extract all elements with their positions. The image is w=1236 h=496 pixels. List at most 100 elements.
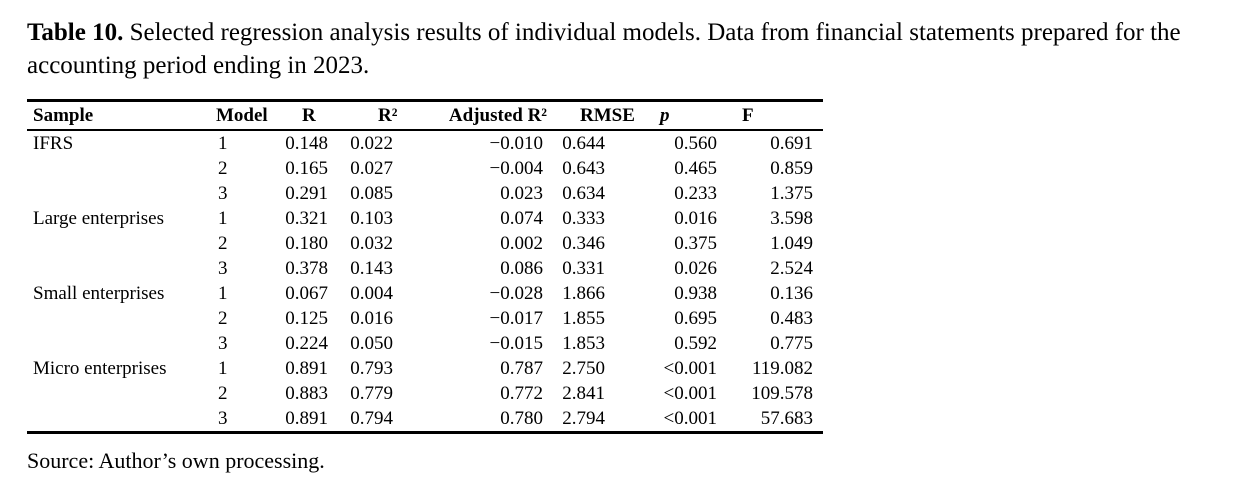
source-note: Source: Author’s own processing. bbox=[27, 447, 325, 473]
cell-sample: Small enterprises bbox=[33, 282, 165, 304]
cell-p: 0.938 bbox=[674, 282, 717, 304]
cell-model: 2 bbox=[218, 157, 228, 179]
cell-r: 0.180 bbox=[285, 232, 328, 254]
cell-rmse: 1.855 bbox=[562, 307, 605, 329]
cell-rmse: 0.643 bbox=[562, 157, 605, 179]
cell-r: 0.378 bbox=[285, 257, 328, 279]
cell-r: 0.891 bbox=[285, 407, 328, 429]
cell-rmse: 2.841 bbox=[562, 382, 605, 404]
cell-adj_r2: 0.772 bbox=[500, 382, 543, 404]
cell-f: 0.136 bbox=[770, 282, 813, 304]
cell-sample bbox=[27, 406, 210, 433]
cell-adj_r2: −0.010 bbox=[489, 132, 543, 154]
cell-r2: 0.050 bbox=[350, 332, 393, 354]
cell-p: 0.592 bbox=[674, 332, 717, 354]
cell-sample bbox=[27, 256, 210, 281]
table-caption-text: Selected regression analysis results of … bbox=[27, 19, 1181, 79]
cell-model: 2 bbox=[218, 307, 228, 329]
cell-p: 0.695 bbox=[674, 307, 717, 329]
regression-results-table: Sample Model R R² Adjusted R² RMSE p F IFRS 1 0.1… bbox=[27, 99, 823, 434]
table-row: 2 0.165 0.027 −0.004 0.643 0.465 0.859 bbox=[27, 156, 823, 181]
cell-sample bbox=[27, 381, 210, 406]
cell-rmse: 0.634 bbox=[562, 182, 605, 204]
table-row: Small enterprises 1 0.067 0.004 −0.028 1.866 0… bbox=[27, 281, 823, 306]
cell-model: 3 bbox=[218, 182, 228, 204]
col-header-sample: Sample bbox=[33, 104, 94, 126]
cell-adj_r2: 0.002 bbox=[500, 232, 543, 254]
cell-adj_r2: −0.004 bbox=[489, 157, 543, 179]
table-row: IFRS 1 0.148 0.022 −0.010 0.644 0.560 0.691 bbox=[27, 130, 823, 156]
cell-sample bbox=[27, 306, 210, 331]
cell-p: <0.001 bbox=[663, 382, 717, 404]
table-row: 3 0.378 0.143 0.086 0.331 0.026 2.524 bbox=[27, 256, 823, 281]
cell-r: 0.067 bbox=[285, 282, 328, 304]
cell-r: 0.165 bbox=[285, 157, 328, 179]
cell-rmse: 0.346 bbox=[562, 232, 605, 254]
cell-r: 0.224 bbox=[285, 332, 328, 354]
cell-r2: 0.016 bbox=[350, 307, 393, 329]
col-header-p: p bbox=[660, 104, 670, 126]
cell-f: 3.598 bbox=[770, 207, 813, 229]
cell-model: 1 bbox=[218, 282, 228, 304]
cell-rmse: 0.333 bbox=[562, 207, 605, 229]
table-row: 2 0.180 0.032 0.002 0.346 0.375 1.049 bbox=[27, 231, 823, 256]
cell-model: 1 bbox=[218, 207, 228, 229]
table-row: Micro enterprises 1 0.891 0.793 0.787 2.750 <0… bbox=[27, 356, 823, 381]
cell-p: 0.375 bbox=[674, 232, 717, 254]
cell-p: 0.233 bbox=[674, 182, 717, 204]
cell-rmse: 0.644 bbox=[562, 132, 605, 154]
cell-f: 0.691 bbox=[770, 132, 813, 154]
cell-rmse: 1.866 bbox=[562, 282, 605, 304]
cell-adj_r2: 0.086 bbox=[500, 257, 543, 279]
table-caption-label: Table 10. bbox=[27, 19, 124, 46]
table-row: 3 0.891 0.794 0.780 2.794 <0.001 57.683 bbox=[27, 406, 823, 433]
cell-f: 109.578 bbox=[751, 382, 813, 404]
table-caption: Table 10. Selected regression analysis r… bbox=[27, 16, 1213, 82]
cell-f: 2.524 bbox=[770, 257, 813, 279]
table-body: IFRS 1 0.148 0.022 −0.010 0.644 0.560 0.691 2 0.1… bbox=[27, 130, 823, 433]
cell-rmse: 2.794 bbox=[562, 407, 605, 429]
cell-p: 0.026 bbox=[674, 257, 717, 279]
cell-r2: 0.779 bbox=[350, 382, 393, 404]
cell-adj_r2: 0.074 bbox=[500, 207, 543, 229]
cell-model: 2 bbox=[218, 232, 228, 254]
cell-f: 0.859 bbox=[770, 157, 813, 179]
col-header-adj_r2: Adjusted R² bbox=[448, 104, 547, 126]
cell-r: 0.883 bbox=[285, 382, 328, 404]
table-row: 3 0.224 0.050 −0.015 1.853 0.592 0.775 bbox=[27, 331, 823, 356]
col-header-r2: R² bbox=[378, 104, 397, 126]
cell-r: 0.321 bbox=[285, 207, 328, 229]
cell-sample: Micro enterprises bbox=[33, 357, 167, 379]
col-header-model: Model bbox=[216, 104, 268, 126]
col-header-r: R bbox=[302, 104, 316, 126]
cell-sample: IFRS bbox=[33, 132, 74, 154]
cell-model: 3 bbox=[218, 257, 228, 279]
col-header-f: F bbox=[742, 104, 754, 126]
cell-rmse: 0.331 bbox=[562, 257, 605, 279]
cell-p: 0.016 bbox=[674, 207, 717, 229]
cell-r2: 0.027 bbox=[350, 157, 393, 179]
cell-sample bbox=[27, 181, 210, 206]
cell-r2: 0.793 bbox=[350, 357, 393, 379]
cell-model: 1 bbox=[218, 132, 228, 154]
cell-adj_r2: −0.015 bbox=[489, 332, 543, 354]
cell-p: <0.001 bbox=[663, 357, 717, 379]
cell-adj_r2: 0.787 bbox=[500, 357, 543, 379]
cell-adj_r2: −0.017 bbox=[489, 307, 543, 329]
cell-r: 0.891 bbox=[285, 357, 328, 379]
table-row: 2 0.125 0.016 −0.017 1.855 0.695 0.483 bbox=[27, 306, 823, 331]
cell-f: 0.483 bbox=[770, 307, 813, 329]
table-row: Large enterprises 1 0.321 0.103 0.074 0.333 0.… bbox=[27, 206, 823, 231]
cell-sample bbox=[27, 156, 210, 181]
table-row: 2 0.883 0.779 0.772 2.841 <0.001 109.578 bbox=[27, 381, 823, 406]
cell-p: 0.560 bbox=[674, 132, 717, 154]
cell-model: 1 bbox=[218, 357, 228, 379]
cell-rmse: 2.750 bbox=[562, 357, 605, 379]
cell-p: <0.001 bbox=[663, 407, 717, 429]
cell-r2: 0.103 bbox=[350, 207, 393, 229]
cell-sample bbox=[27, 231, 210, 256]
cell-r2: 0.022 bbox=[350, 132, 393, 154]
cell-f: 57.683 bbox=[760, 407, 813, 429]
cell-model: 2 bbox=[218, 382, 228, 404]
cell-r2: 0.085 bbox=[350, 182, 393, 204]
